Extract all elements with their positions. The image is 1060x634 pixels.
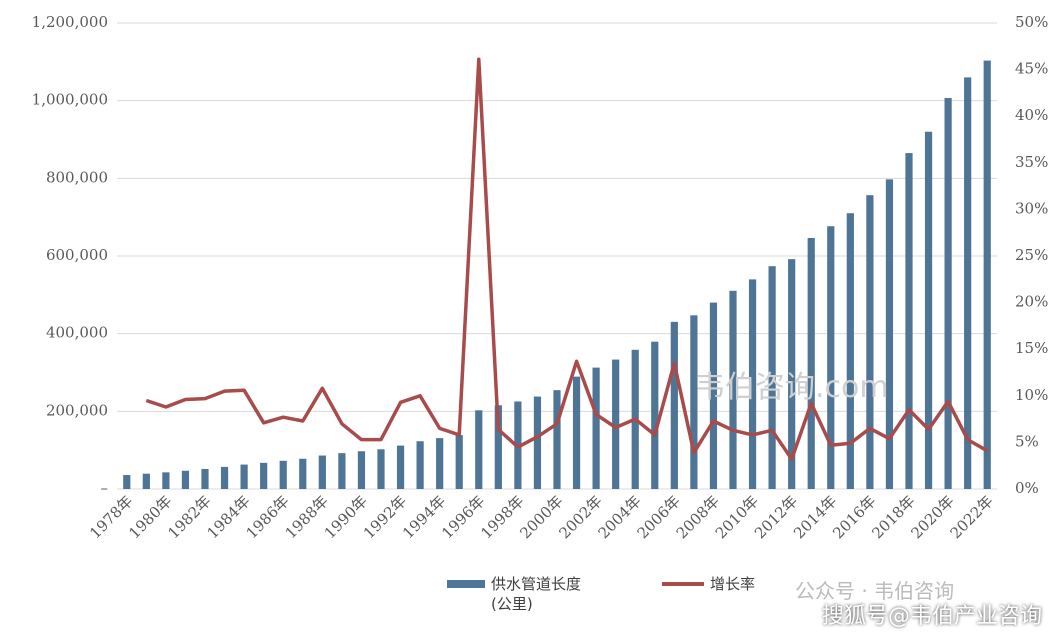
x-tick-label: 2022年 [947,492,997,542]
bar [416,441,424,489]
legend-label: 增长率 [710,575,756,593]
y2-tick-label: 20% [1015,293,1048,311]
x-tick-label: 2016年 [829,492,879,542]
bar [123,475,131,489]
watermark: 搜狐号@韦伯产业咨询 [822,604,1043,629]
bar [807,237,815,489]
bar [905,153,913,489]
y2-tick-label: 30% [1015,199,1048,217]
bar [240,464,248,489]
bar [827,226,835,489]
x-tick-label: 1986年 [243,492,293,542]
x-tick-label: 2000年 [516,492,566,542]
bar [944,97,952,490]
x-tick-label: 1984年 [203,492,253,542]
bar [396,445,405,489]
x-tick-label: 2004年 [595,492,645,542]
bar [201,468,209,489]
bar [475,410,483,489]
bar [181,470,190,489]
legend-item: 增长率 [662,574,806,594]
bar [964,77,972,489]
x-tick-label: 1988年 [282,492,332,542]
bar [670,321,678,489]
bar [279,460,287,489]
y2-tick-label: 40% [1015,106,1048,124]
y-tick-label: – [101,479,109,497]
y2-tick-label: 25% [1015,246,1048,264]
x-tick-label: 2006年 [634,492,684,542]
bar [357,451,366,489]
legend-swatch [662,582,704,586]
x-tick-label: 1980年 [125,492,175,542]
bar [299,458,307,489]
bar [748,279,757,489]
bar [729,290,737,489]
bar [494,405,502,489]
bar [436,438,444,489]
x-tick-label: 2012年 [751,492,801,542]
bar [866,195,874,489]
x-tick-label: 1990年 [321,492,371,542]
y-tick-label: 800,000 [46,168,108,186]
y-tick-label: 600,000 [46,246,108,264]
y2-tick-label: 45% [1015,60,1048,78]
x-tick-label: 2010年 [712,492,762,542]
bar [768,266,776,489]
x-tick-label: 2008年 [673,492,723,542]
bar [709,302,718,489]
x-tick-label: 2002年 [555,492,605,542]
y2-tick-label: 35% [1015,153,1048,171]
bar [651,341,659,489]
line [145,57,989,461]
bar [924,131,933,490]
bar [455,435,463,489]
y-tick-label: 1,000,000 [32,91,108,109]
y2-tick-label: 15% [1015,339,1048,357]
x-tick-label: 1996年 [438,492,488,542]
y2-tick-label: 10% [1015,386,1048,404]
x-tick-label: 1998年 [477,492,527,542]
watermark: 韦伯咨询.com [695,370,889,405]
bar [592,367,600,489]
bar [318,455,326,489]
bar [572,376,581,489]
legend-swatch [447,580,485,588]
bar [553,390,561,489]
bar [260,462,268,489]
x-tick-label: 1982年 [164,492,214,542]
bar [690,315,698,489]
x-tick-label: 2018年 [868,492,918,542]
bar [220,466,229,489]
bar [162,472,170,489]
x-tick-label: 1994年 [399,492,449,542]
bar [788,259,796,489]
y-tick-label: 400,000 [46,324,108,342]
bar [533,396,542,489]
legend-label: 供水管道长度(公里) [491,575,582,613]
bar [142,473,150,489]
watermark: 公众号 · 韦伯咨询 [795,579,955,603]
x-tick-label: 1992年 [360,492,410,542]
bar [338,453,346,489]
y-tick-label: 1,200,000 [32,13,108,31]
y2-tick-label: 0% [1015,479,1039,497]
x-tick-label: 2020年 [907,492,957,542]
bar [377,449,385,489]
y-tick-label: 200,000 [46,401,108,419]
bar [885,179,894,489]
y2-tick-label: 50% [1015,13,1048,31]
bar [983,60,991,490]
bar [846,213,854,489]
y2-tick-label: 5% [1015,432,1039,450]
legend-item: 供水管道长度(公里) [447,574,587,614]
bar [612,359,620,489]
x-tick-label: 2014年 [790,492,840,542]
x-tick-label: 1978年 [86,492,136,542]
